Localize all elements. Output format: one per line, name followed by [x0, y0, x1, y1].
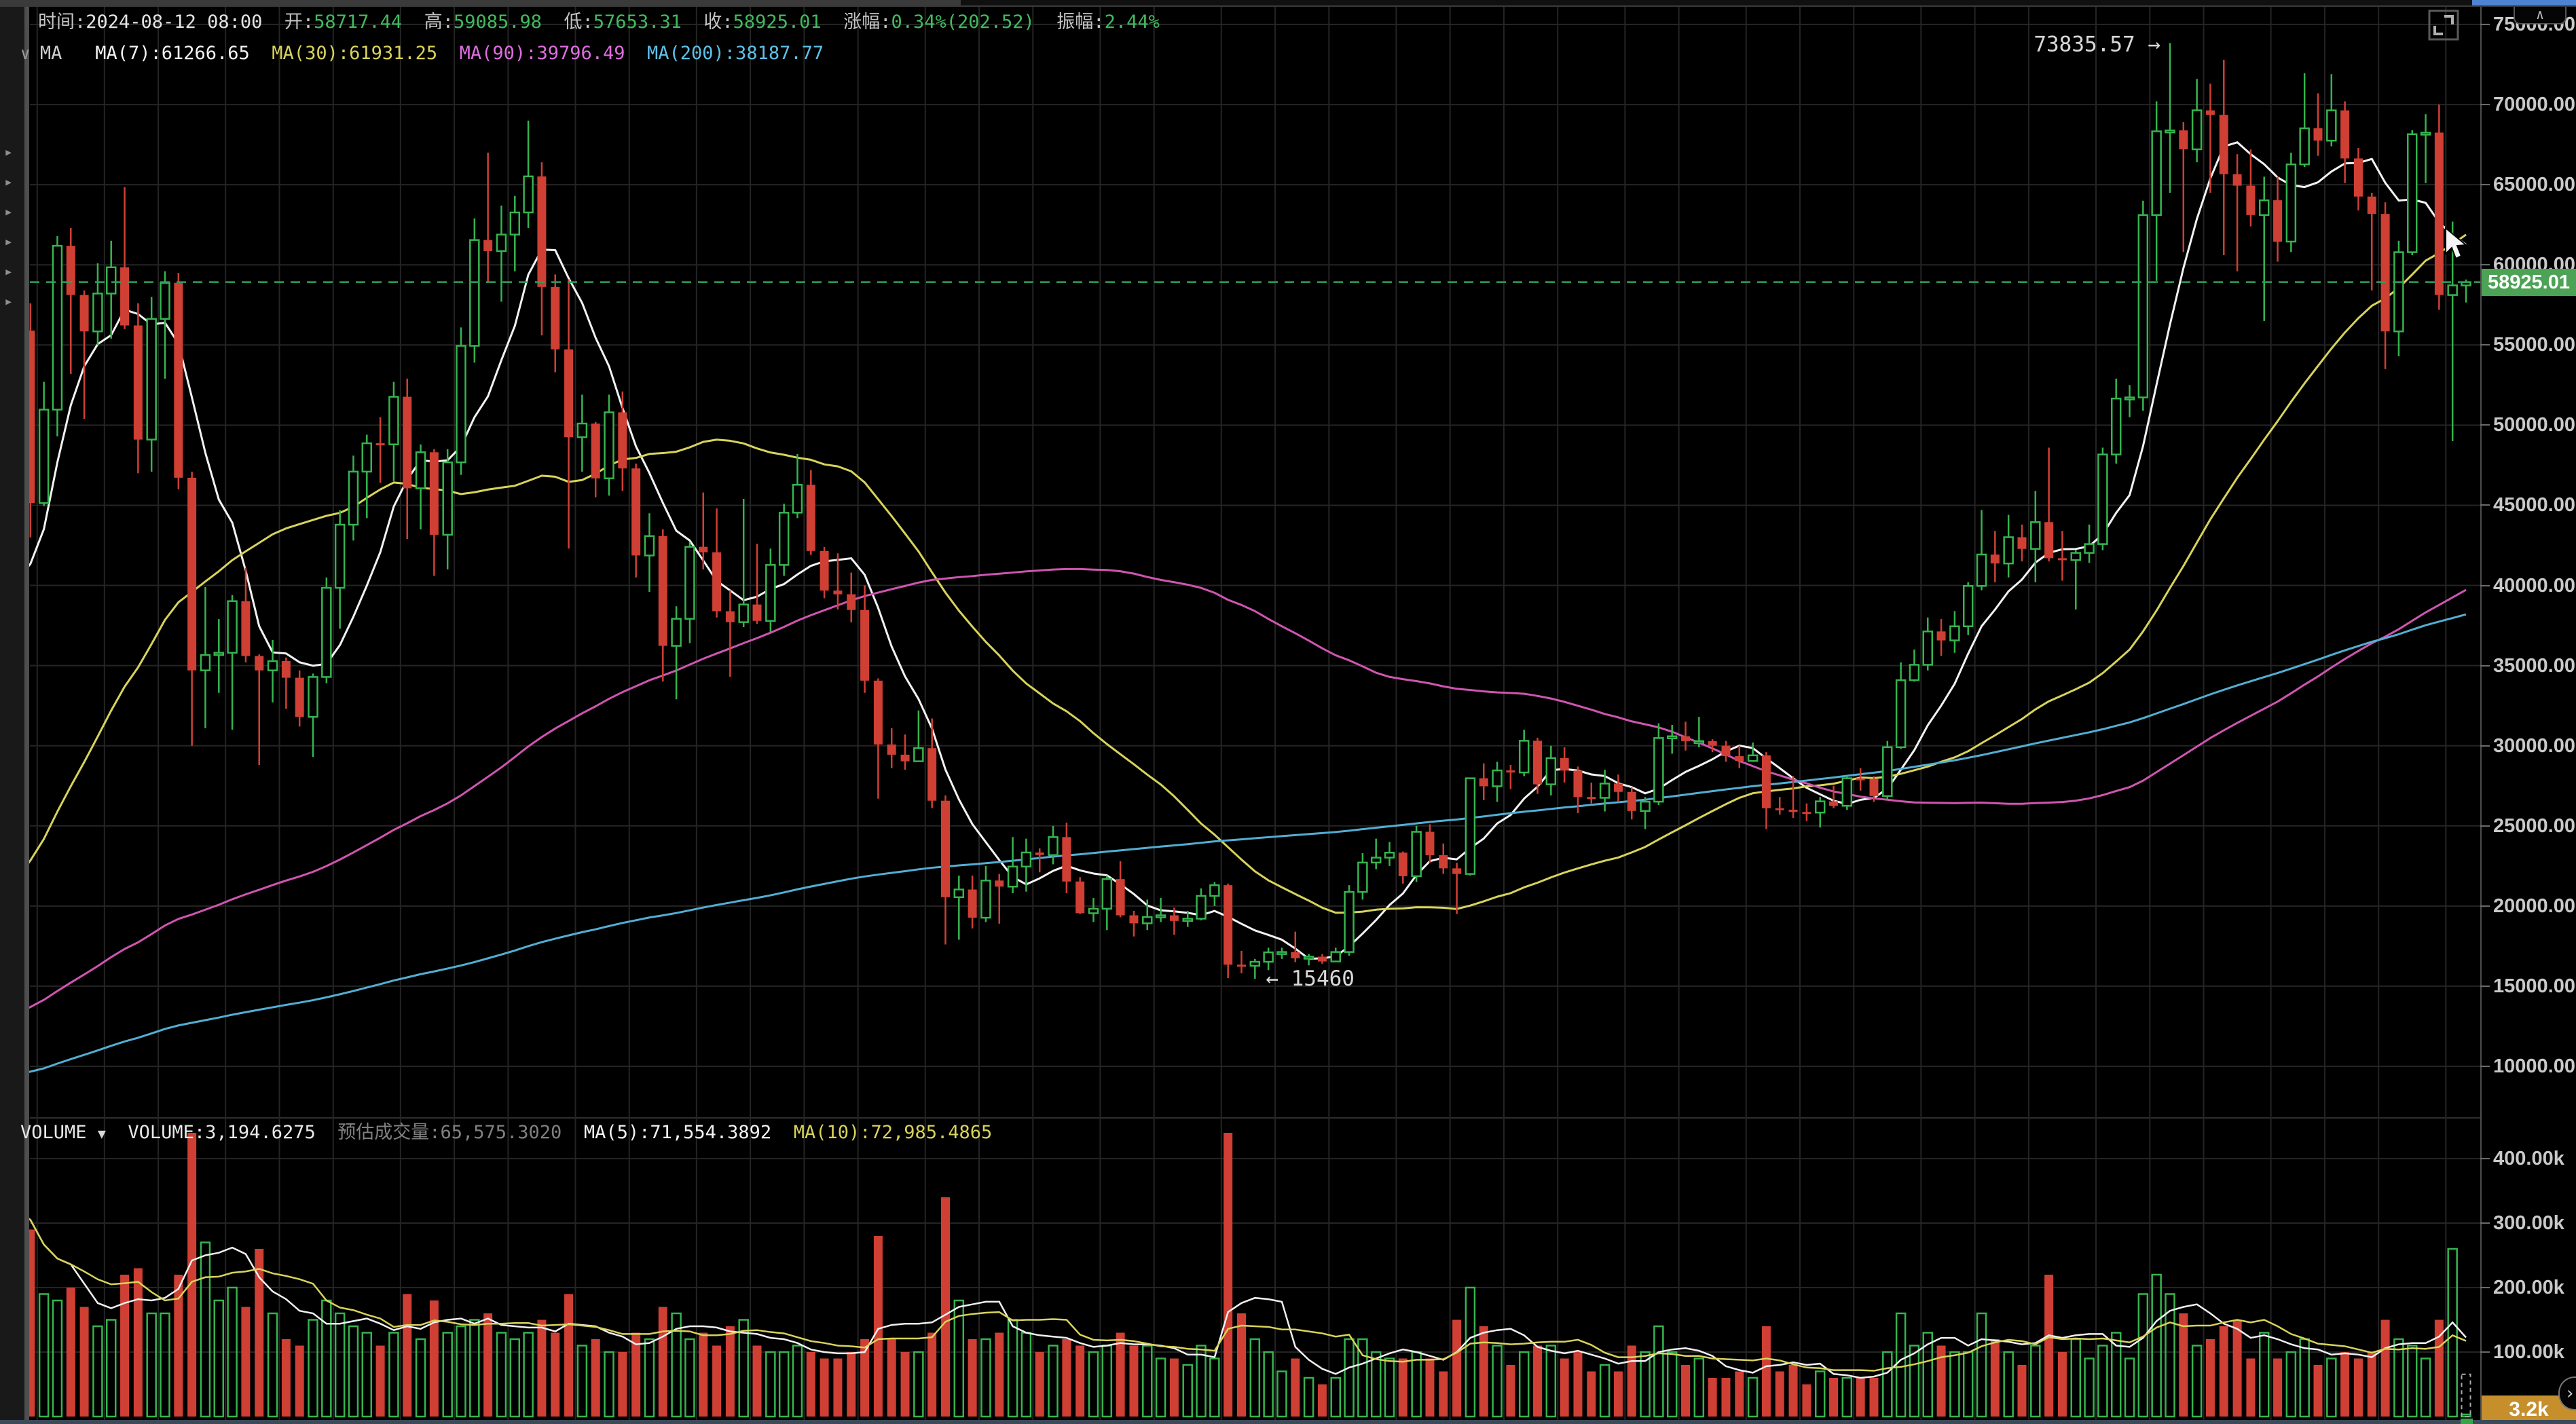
- axis-tick: [2480, 584, 2490, 586]
- price-axis-label: 10000.00: [2493, 1055, 2575, 1077]
- axis-tick: [2480, 905, 2490, 907]
- price-axis-label: 65000.00: [2493, 174, 2575, 196]
- axis-tick: [2480, 104, 2490, 106]
- collapse-axis-tab[interactable]: ∧: [2514, 7, 2566, 24]
- chevron-down-icon[interactable]: ∨: [20, 44, 40, 63]
- expand-corner-tab[interactable]: ›: [2558, 1376, 2576, 1410]
- axis-tick: [2480, 664, 2490, 667]
- time-value: 2024-08-12 08:00: [86, 12, 263, 33]
- change-label: 涨幅:: [843, 12, 891, 33]
- volume-ma10-legend[interactable]: MA(10):72,985.4865: [793, 1122, 993, 1143]
- ma-legend[interactable]: ∨ MA MA(7):61266.65 MA(30):61931.25 MA(9…: [20, 42, 824, 65]
- price-axis-label: 35000.00: [2493, 654, 2575, 677]
- estimated-volume-bar: [2461, 1373, 2471, 1417]
- last-price-tag: 58925.01: [2482, 268, 2576, 296]
- low-annotation: ← 15460: [1266, 967, 1355, 991]
- price-axis-label: 45000.00: [2493, 494, 2575, 517]
- low-value: 57653.31: [593, 12, 682, 33]
- top-strip-middle: [961, 0, 2472, 5]
- volume-title[interactable]: VOLUME: [20, 1122, 87, 1143]
- price-axis-label: 70000.00: [2493, 94, 2575, 116]
- ohlc-header: 时间:2024-08-12 08:00 开:58717.44 高:59085.9…: [38, 11, 1160, 34]
- gutter-arrow-icon[interactable]: ▸: [4, 144, 14, 161]
- estimated-volume-value: 预估成交量:65,575.3020: [337, 1122, 562, 1143]
- gutter-arrow-icon[interactable]: ▸: [4, 263, 14, 280]
- amplitude-label: 振幅:: [1056, 12, 1105, 33]
- mouse-cursor-icon: [2445, 227, 2468, 260]
- high-annotation: 73835.57 →: [2034, 33, 2160, 57]
- change-value: 0.34%(202.52): [891, 12, 1035, 33]
- gutter-arrow-icon[interactable]: ▸: [4, 174, 14, 191]
- top-strip-left: [0, 0, 961, 5]
- axis-tick: [2480, 184, 2490, 186]
- annotations: 73835.57 → ← 15460: [1266, 33, 2160, 992]
- price-axis-label: 15000.00: [2493, 975, 2575, 997]
- axis-tick: [2480, 264, 2490, 266]
- high-value: 59085.98: [453, 12, 542, 33]
- ma200-legend[interactable]: MA(200):38187.77: [647, 43, 824, 64]
- scrollbar-current-marker: [2461, 1419, 2473, 1424]
- volume-ma5-legend[interactable]: MA(5):71,554.3892: [583, 1122, 772, 1143]
- axis-tick: [2480, 1066, 2490, 1067]
- axis-tick: [2480, 504, 2490, 506]
- axis-tick: [2480, 1222, 2490, 1224]
- dropdown-triangle-icon[interactable]: ▼: [97, 1125, 106, 1142]
- axis-tick: [2480, 24, 2490, 25]
- ma30-legend[interactable]: MA(30):61931.25: [272, 43, 438, 64]
- top-strip-accent: [2472, 0, 2576, 5]
- ma90-legend[interactable]: MA(90):39796.49: [459, 43, 625, 64]
- gutter-arrow-icon[interactable]: ▸: [4, 293, 14, 310]
- axis-tick: [2480, 985, 2490, 987]
- price-axis-label: 30000.00: [2493, 734, 2575, 757]
- fullscreen-icon[interactable]: [2428, 10, 2459, 41]
- volume-axis-label: 300.00k: [2493, 1212, 2564, 1234]
- axis-tick: [2480, 745, 2490, 747]
- price-axis-label: 50000.00: [2493, 414, 2575, 436]
- price-axis-label: 40000.00: [2493, 574, 2575, 597]
- axis-tick: [2480, 825, 2490, 827]
- price-axis-label: 25000.00: [2493, 814, 2575, 837]
- candles: [12, 43, 2471, 979]
- price-axis-line[interactable]: [2480, 7, 2482, 1424]
- close-label: 收:: [703, 12, 733, 33]
- amplitude-value: 2.44%: [1104, 12, 1160, 33]
- top-border: [0, 5, 2576, 7]
- low-label: 低:: [564, 12, 593, 33]
- close-value: 58925.01: [733, 12, 822, 33]
- volume-axis-label: 100.00k: [2493, 1341, 2564, 1363]
- axis-tick: [2480, 344, 2490, 346]
- axis-tick: [2480, 1287, 2490, 1288]
- gutter-arrow-icon[interactable]: ▸: [4, 233, 14, 250]
- volume-axis-label: 400.00k: [2493, 1148, 2564, 1169]
- volume-axis-label: 200.00k: [2493, 1277, 2564, 1298]
- bottom-scrollbar[interactable]: [0, 1420, 2576, 1424]
- price-axis-label: 55000.00: [2493, 334, 2575, 356]
- axis-tick: [2480, 1351, 2490, 1353]
- open-label: 开:: [284, 12, 314, 33]
- ma-prefix: MA: [39, 43, 62, 64]
- volume-legend[interactable]: VOLUME ▼ VOLUME:3,194.6275 预估成交量:65,575.…: [20, 1121, 992, 1144]
- left-gutter: [0, 7, 24, 1420]
- ma7-legend[interactable]: MA(7):61266.65: [95, 43, 250, 64]
- gridlines: [30, 7, 2480, 1420]
- open-value: 58717.44: [314, 12, 403, 33]
- volume-value: VOLUME:3,194.6275: [128, 1122, 316, 1143]
- price-axis-label: 20000.00: [2493, 895, 2575, 917]
- axis-tick: [2480, 1158, 2490, 1159]
- high-label: 高:: [424, 12, 454, 33]
- volume-bars: [12, 1133, 2471, 1418]
- axis-tick: [2480, 424, 2490, 426]
- left-gutter-border: [24, 7, 29, 1420]
- volume-ma-lines: [16, 1209, 2467, 1379]
- gutter-arrow-icon[interactable]: ▸: [4, 204, 14, 221]
- time-label: 时间:: [38, 12, 86, 33]
